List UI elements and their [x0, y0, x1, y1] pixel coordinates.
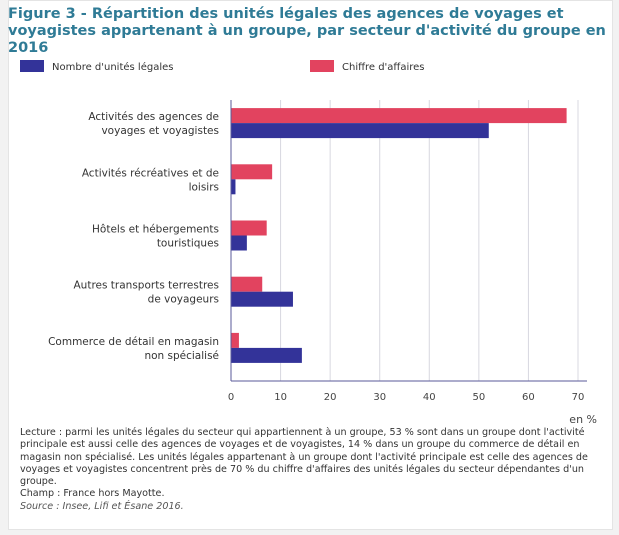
bar-nombre-unites — [231, 291, 293, 307]
bar-chiffre-affaires — [231, 332, 239, 348]
bar-nombre-unites — [231, 347, 302, 363]
category-label: Autres transports terrestres — [74, 280, 220, 292]
bar-chiffre-affaires — [231, 108, 567, 124]
x-tick-label: 60 — [522, 392, 535, 403]
bar-chiffre-affaires — [231, 164, 273, 180]
bar-nombre-unites — [231, 179, 236, 195]
x-axis-label: en % — [569, 413, 597, 426]
x-tick-label: 30 — [373, 392, 386, 403]
category-label: Commerce de détail en magasin — [48, 336, 219, 348]
bar-chiffre-affaires — [231, 220, 267, 236]
x-tick-label: 0 — [228, 392, 234, 403]
category-label: loisirs — [189, 181, 219, 193]
category-label: Activités des agences de — [88, 111, 219, 123]
bar-nombre-unites — [231, 123, 489, 139]
legend-swatch — [310, 60, 334, 72]
legend-swatch — [20, 60, 44, 72]
category-label: touristiques — [157, 238, 219, 250]
chart-card — [8, 0, 613, 530]
x-tick-label: 10 — [274, 392, 287, 403]
legend-label: Chiffre d'affaires — [342, 62, 425, 73]
bar-chart: Nombre d'unités légales Chiffre d'affaire… — [20, 60, 597, 426]
x-tick-label: 50 — [472, 392, 485, 403]
lecture-note: Lecture : parmi les unités légales du se… — [20, 427, 588, 488]
x-tick-label: 40 — [423, 392, 436, 403]
x-tick-label: 20 — [324, 392, 337, 403]
champ-note: Champ : France hors Mayotte. — [20, 488, 165, 500]
category-label: Hôtels et hébergements — [92, 224, 219, 236]
category-label: non spécialisé — [144, 350, 219, 362]
category-label: Activités récréatives et de — [82, 167, 219, 179]
category-label: de voyageurs — [148, 294, 219, 306]
chart-notes: Lecture : parmi les unités légales du se… — [20, 427, 600, 513]
bar-chiffre-affaires — [231, 276, 263, 292]
legend-label: Nombre d'unités légales — [52, 61, 173, 73]
chart-title: Figure 3 - Répartition des unités légale… — [8, 6, 606, 56]
category-label: voyages et voyagistes — [101, 125, 219, 137]
bar-nombre-unites — [231, 235, 247, 251]
x-tick-label: 70 — [572, 392, 585, 403]
source-note: Source : Insee, Lifi et Ésane 2016. — [20, 500, 184, 512]
